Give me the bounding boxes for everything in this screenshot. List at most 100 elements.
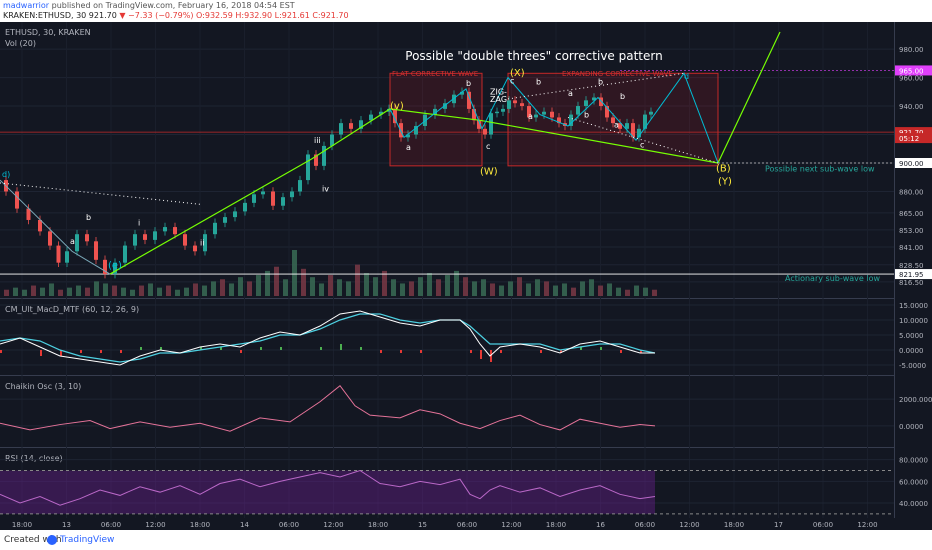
macd-histogram-bar	[40, 350, 42, 356]
volume-bar	[571, 287, 576, 296]
wave-label: d	[684, 72, 689, 81]
candle-body	[314, 154, 318, 166]
candle-body	[520, 103, 524, 107]
indicator-name: RSI (14, close)	[5, 454, 63, 463]
instrument-label: ETHUSD, 30, KRAKEN	[5, 28, 91, 37]
volume-bar	[202, 285, 207, 296]
chart-canvas[interactable]: FLAT CORRECTIVE WAVE EXPANDING CORRECTIVE…	[0, 22, 932, 530]
expanding-wave-label: EXPANDING CORRECTIVE WAVE	[562, 70, 673, 78]
wave-label: (B)	[716, 164, 731, 175]
volume-bar	[589, 279, 594, 296]
candle-body	[637, 128, 641, 138]
indicator-tick-label: 15.0000	[899, 302, 928, 310]
macd-histogram-bar	[490, 350, 492, 362]
volume-bar	[40, 287, 45, 296]
wave-label: b	[466, 79, 471, 88]
candle-body	[290, 191, 294, 198]
macd-histogram-bar	[640, 350, 642, 353]
candle-body	[281, 197, 285, 206]
indicator-tick-label: -5.0000	[899, 362, 926, 370]
indicator-tick-label: 0.0000	[899, 347, 924, 355]
wave-label: (e)	[108, 260, 122, 271]
time-tick-label: 06:00	[635, 521, 655, 529]
candle-body	[261, 191, 265, 195]
volume-bar	[112, 285, 117, 296]
volume-bar	[454, 270, 459, 296]
time-tick-label: 13	[62, 521, 71, 529]
candle-body	[472, 108, 476, 121]
macd-histogram-bar	[100, 350, 102, 353]
candle-body	[576, 106, 580, 115]
volume-bar	[472, 281, 477, 296]
volume-bar	[382, 270, 387, 296]
time-tick-label: 12:00	[857, 521, 877, 529]
candle-body	[393, 108, 397, 124]
volume-bar	[274, 266, 279, 296]
wave-label: c	[640, 140, 644, 149]
candle-body	[133, 234, 137, 246]
indicator-name: CM_Ult_MacD_MTF (60, 12, 26, 9)	[5, 305, 139, 314]
tradingview-link[interactable]: TradingView	[60, 535, 115, 545]
footer: Created with TradingView	[0, 530, 932, 550]
candle-body	[153, 231, 157, 240]
flat-wave-box	[389, 72, 483, 167]
indicator-tick-label: 60.0000	[899, 478, 928, 486]
price-axis[interactable]: 980.00960.00940.00920.00900.00880.00865.…	[895, 46, 932, 287]
wave-label: ZIG-	[490, 88, 507, 97]
indicator-name: Chaikin Osc (3, 10)	[5, 382, 81, 391]
volume-bar	[238, 277, 243, 296]
time-tick-label: 06:00	[279, 521, 299, 529]
volume-bar	[4, 289, 9, 296]
wave-path	[389, 72, 719, 164]
candle-body	[271, 191, 275, 206]
time-tick-label: 18:00	[368, 521, 388, 529]
candle-body	[534, 114, 538, 118]
macd-histogram-bar	[560, 350, 562, 353]
volume-bar	[562, 283, 567, 296]
volume-bar	[517, 277, 522, 296]
publish-text: published on TradingView.com, February 1…	[51, 1, 295, 10]
wave-label: i	[138, 219, 140, 228]
chart-header: madwarrior published on TradingView.com,…	[0, 0, 932, 22]
macd-histogram-bar	[480, 350, 482, 359]
candle-body	[298, 180, 302, 192]
price-tick-label: 980.00	[899, 46, 924, 54]
candle-body	[65, 251, 69, 263]
volume-bar	[508, 281, 513, 296]
indicator-tick-label: 10.0000	[899, 317, 928, 325]
volume-bar	[652, 289, 657, 296]
time-tick-label: 18:00	[546, 521, 566, 529]
chaikin-pane[interactable]: Chaikin Osc (3, 10) 2000.0000 0.0000	[0, 382, 932, 432]
time-tick-label: 17	[774, 521, 783, 529]
macd-histogram-bar	[120, 350, 122, 353]
indicator-tick-label: 80.0000	[899, 457, 928, 465]
tradingview-logo-icon	[47, 535, 57, 545]
candle-body	[414, 125, 418, 135]
wave-label: a	[406, 143, 411, 152]
macd-pane[interactable]: CM_Ult_MacD_MTF (60, 12, 26, 9) 15.0000 10…	[0, 302, 928, 370]
volume-bar	[94, 281, 99, 296]
volume-bar	[220, 279, 225, 296]
macd-histogram-bar	[420, 350, 422, 353]
wave-lines	[0, 31, 781, 275]
candle-body	[489, 113, 493, 135]
price-change: −7.33 (−0.79%)	[128, 11, 194, 20]
indicator-tick-label: 2000.0000	[899, 396, 932, 404]
time-axis[interactable]: 18:00 13 06:00 12:00 18:00 14 06:00 12:00 18:00 1…	[12, 521, 878, 529]
volume-bar	[400, 283, 405, 296]
author-link[interactable]: madwarrior	[3, 1, 50, 10]
macd-histogram-bar	[360, 347, 362, 350]
candle-body	[143, 234, 147, 240]
candle-body	[649, 111, 653, 115]
ohlc-values: O:932.59 H:932.90 L:921.61 C:921.70	[196, 11, 349, 20]
price-marker	[895, 269, 932, 280]
volume-bar	[328, 275, 333, 296]
volume-bar	[463, 277, 468, 296]
volume-label: Vol (20)	[5, 39, 36, 48]
volume-bar	[373, 277, 378, 296]
rsi-pane[interactable]: RSI (14, close) 80.0000 60.0000 40.0000	[0, 454, 928, 515]
volume-bar	[526, 283, 531, 296]
volume-bar	[166, 285, 171, 296]
indicator-tick-label: 40.0000	[899, 500, 928, 508]
volume-bar	[175, 289, 180, 296]
